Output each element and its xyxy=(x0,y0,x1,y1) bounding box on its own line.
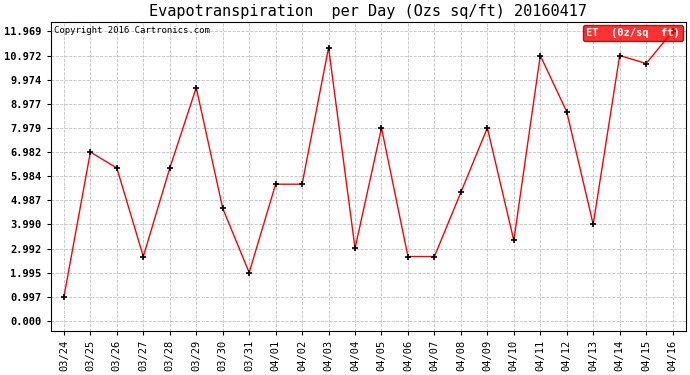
Title: Evapotranspiration  per Day (Ozs sq/ft) 20160417: Evapotranspiration per Day (Ozs sq/ft) 2… xyxy=(149,4,587,19)
Legend: ET  (0z/sq  ft): ET (0z/sq ft) xyxy=(583,25,682,41)
Text: Copyright 2016 Cartronics.com: Copyright 2016 Cartronics.com xyxy=(54,26,210,35)
